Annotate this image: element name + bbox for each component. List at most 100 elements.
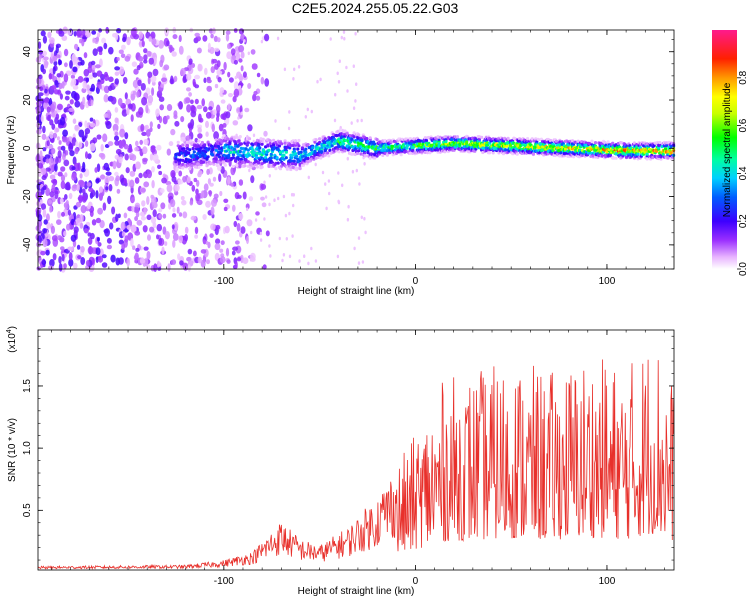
spectrogram-dot [210, 223, 216, 231]
spectrogram-dot [177, 253, 181, 261]
spectrogram-dot [244, 147, 248, 151]
spectrogram-dot [100, 144, 104, 152]
spectrogram-dot [147, 71, 153, 78]
spectrogram-dot [342, 142, 346, 146]
spectrogram-dot [112, 33, 118, 38]
spectrogram-dot [232, 95, 237, 103]
spectrogram-dot [347, 146, 352, 150]
spectrogram-dot [60, 180, 66, 190]
spectrogram-dot [135, 140, 139, 147]
spectrogram-dot [178, 235, 183, 244]
spectrogram-dot [289, 166, 293, 170]
colorbar: 0.0 0.2 0.4 0.6 0.8 Normalized spectral ampl… [712, 30, 749, 276]
spectrogram-dot [226, 259, 231, 264]
spectrogram-dot [116, 188, 121, 194]
spectrogram-dot [247, 153, 252, 157]
spectrogram-dot [437, 141, 441, 145]
spectrogram-dot [144, 257, 149, 267]
spectrogram-dot [235, 240, 240, 245]
spectrogram-dot [220, 148, 224, 152]
spectrogram-dot [307, 261, 310, 266]
spectrogram-dot [337, 80, 341, 84]
spectrogram-dot [201, 98, 205, 107]
spectrogram-dot [124, 132, 129, 140]
spectrogram-dot [86, 204, 91, 209]
spectrogram-dot [658, 140, 662, 145]
spectrogram-dot [390, 147, 394, 151]
spectrogram-dot [101, 254, 107, 259]
spectrogram-dot [218, 123, 224, 132]
spectrogram-dot [50, 147, 56, 155]
spectrogram-dot [85, 77, 90, 82]
spectrogram-dot [83, 52, 88, 59]
spectrogram-dot [57, 146, 62, 151]
spectrogram-dot [236, 222, 241, 232]
spectrogram-dot [64, 201, 69, 211]
spectrogram-dot [526, 137, 530, 141]
spectrogram-dot [60, 174, 66, 182]
spectrogram-dot [85, 151, 88, 159]
spectrogram-dot [275, 156, 279, 160]
spectrogram-dot [49, 119, 54, 126]
spectrogram-dot [177, 179, 184, 185]
spectrogram-dot [310, 157, 314, 161]
spectrogram-dot [42, 35, 48, 44]
spectrogram-dot [146, 250, 151, 260]
spectrogram-dot [61, 81, 65, 89]
spectrogram-dot [131, 61, 138, 67]
spectrogram-dot [46, 140, 50, 147]
spectrogram-dot [364, 230, 367, 235]
spectrogram-dot [197, 165, 201, 169]
spectrogram-dot [213, 193, 219, 199]
spectrogram-dot [330, 139, 334, 143]
spectrogram-dot [194, 32, 200, 37]
spectrogram-dot [73, 31, 77, 37]
spectrogram-dot [121, 44, 126, 50]
spectrogram-dot [307, 175, 310, 180]
spectrogram-dot [488, 151, 492, 155]
spectrogram-dot [259, 238, 263, 242]
spectrogram-dot [212, 27, 216, 35]
spectrogram-dot [227, 176, 231, 185]
spectrogram-dot [48, 73, 52, 80]
spectrogram-dot [282, 253, 286, 257]
spectrogram-dot [458, 142, 462, 146]
spectrogram-dot [122, 76, 128, 84]
snr-panel: -100 0 100 0.51.01.5 Height of straight li… [6, 326, 675, 597]
spectrogram-dot [55, 127, 60, 133]
spectrogram-dot [124, 92, 128, 100]
spectrogram-dot [61, 35, 68, 41]
spectrogram-dot [291, 234, 294, 238]
y-tick-label: -40 [22, 237, 33, 252]
spectrogram-dot [40, 115, 44, 123]
spectrogram-dot [264, 155, 268, 160]
spectrogram-dot [193, 177, 198, 183]
y-tick-label: 0.5 [22, 503, 33, 517]
spectrogram-dot [193, 165, 198, 169]
spectrogram-dot [109, 222, 114, 230]
spectrogram-dot [268, 174, 271, 178]
spectrogram-dot [88, 74, 94, 80]
spectrogram-dot [132, 79, 139, 89]
spectrogram-dot [131, 154, 137, 162]
colorbar-ticks: 0.0 0.2 0.4 0.6 0.8 [737, 70, 749, 276]
spectrogram-dot [48, 157, 54, 166]
spectrogram-dot [223, 163, 227, 167]
spectrogram-dot [219, 87, 225, 94]
spectrogram-dot [211, 153, 215, 157]
spectrogram-dot [267, 163, 271, 167]
spectrogram-dot [139, 139, 143, 145]
spectrogram-dot [114, 171, 119, 177]
spectrogram-dot [150, 74, 157, 83]
spectrogram-dot [126, 107, 130, 116]
spectrogram-dot [283, 67, 287, 72]
spectrogram-dot [263, 180, 266, 185]
spectrogram-dot [172, 239, 176, 248]
spectrogram-dot [316, 79, 319, 84]
spectrogram-dot [336, 254, 340, 259]
spectrogram-dot [63, 73, 69, 83]
spectrogram-dot [133, 68, 139, 75]
spectrogram-dot [246, 207, 249, 211]
spectrogram-dot [211, 123, 215, 133]
spectrogram-dot [310, 109, 313, 114]
